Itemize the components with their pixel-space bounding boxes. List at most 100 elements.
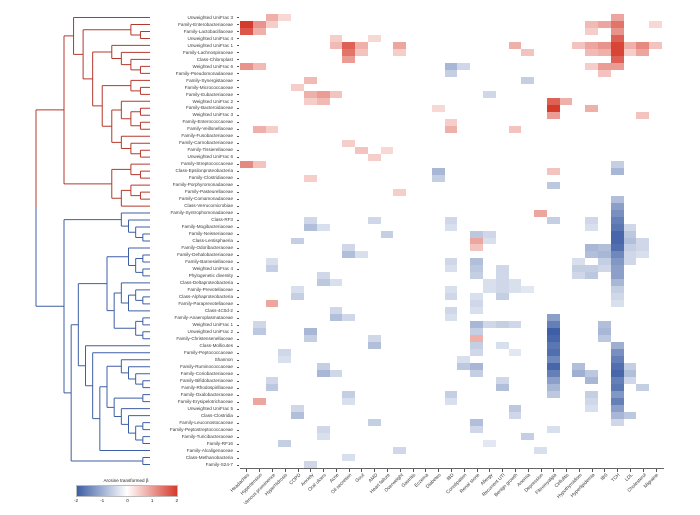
column-tick xyxy=(348,469,350,472)
heatmap-cell xyxy=(546,335,560,343)
heatmap-cell xyxy=(610,342,624,350)
heatmap-cell xyxy=(265,384,279,392)
heatmap-cell xyxy=(610,209,624,217)
row-label: Weighted UniFrac 3 xyxy=(192,112,233,118)
heatmap-cell xyxy=(546,384,560,392)
heatmap-cell xyxy=(444,223,458,231)
heatmap-cell xyxy=(546,349,560,357)
heatmap-cell xyxy=(291,405,304,413)
dendrogram-upper-cluster xyxy=(35,16,150,209)
row-label: Family-Enterobacteriaceae xyxy=(178,21,233,27)
row-tick xyxy=(236,73,239,75)
heatmap-cell xyxy=(598,265,611,273)
heatmap-cell xyxy=(431,104,445,112)
heatmap-cell xyxy=(610,62,624,70)
row-label: Family-Tissierellaceae xyxy=(187,147,233,153)
heatmap-cell xyxy=(585,265,599,273)
heatmap-cell xyxy=(342,391,356,399)
row-label: Unweighted UniFrac 3 xyxy=(187,14,233,20)
heatmap-cell xyxy=(278,356,292,364)
row-label: Family-Pseudomonadaceae xyxy=(175,70,233,76)
heatmap-cell xyxy=(470,293,483,301)
column-tick xyxy=(399,469,401,472)
column-tick xyxy=(617,469,619,472)
heatmap-cell xyxy=(610,349,624,357)
heatmap-cell xyxy=(585,27,599,35)
row-tick xyxy=(236,17,239,19)
heatmap-cell xyxy=(240,27,253,35)
row-tick xyxy=(236,359,239,361)
heatmap-cell xyxy=(585,251,599,259)
row-tick xyxy=(236,436,239,438)
heatmap-cell xyxy=(316,223,330,231)
row-label: Class-RF3 xyxy=(211,217,233,223)
heatmap-cell xyxy=(495,377,509,385)
heatmap-cell xyxy=(610,27,624,35)
row-tick xyxy=(236,45,239,47)
row-label: Family-Anaeroplasmataceae xyxy=(174,315,233,321)
heatmap-cell xyxy=(470,349,483,357)
heatmap-cell xyxy=(329,314,343,322)
heatmap-cell xyxy=(329,370,343,378)
heatmap-cell xyxy=(585,216,599,224)
heatmap-cell xyxy=(393,188,407,196)
dendrogram-lower-cluster xyxy=(35,208,150,466)
heatmap-cell xyxy=(585,20,599,28)
row-tick xyxy=(236,331,239,333)
heatmap-cell xyxy=(252,62,266,70)
heatmap-cell xyxy=(470,230,483,238)
row-label: Family-Ruminococcaceae xyxy=(180,363,233,369)
heatmap-cell xyxy=(482,440,496,448)
heatmap-cell xyxy=(278,14,292,21)
row-label: Family-Clostridiaceae xyxy=(188,175,233,181)
row-tick xyxy=(236,373,239,375)
heatmap-cell xyxy=(482,90,496,98)
colorbar-tick-label: 0 xyxy=(126,498,129,503)
column-tick xyxy=(425,469,427,472)
row-labels: Unweighted UniFrac 3 Family-Enterobacteri… xyxy=(0,0,239,472)
heatmap-cell xyxy=(444,398,458,406)
row-tick xyxy=(236,241,239,242)
heatmap-cell xyxy=(495,342,509,350)
column-tick xyxy=(310,469,312,472)
heatmap-cell xyxy=(482,321,496,329)
row-tick xyxy=(236,268,239,270)
heatmap-cell xyxy=(303,76,317,84)
heatmap-cell xyxy=(623,48,637,56)
row-tick xyxy=(236,380,239,382)
row-tick xyxy=(236,122,239,124)
heatmap-cell xyxy=(546,181,560,189)
heatmap-cell xyxy=(623,41,637,49)
row-tick xyxy=(236,443,239,445)
heatmap-cell xyxy=(598,321,611,329)
heatmap-cell xyxy=(303,335,317,343)
heatmap-cell xyxy=(636,251,650,259)
heatmap-cell xyxy=(508,125,522,133)
heatmap-cell xyxy=(585,398,599,406)
row-tick xyxy=(236,80,239,82)
heatmap-cell xyxy=(342,454,356,461)
column-tick xyxy=(297,469,299,472)
row-tick xyxy=(236,415,239,417)
heatmap-cell xyxy=(265,125,279,133)
row-tick xyxy=(236,220,239,222)
row-label: Family-Streptococcaceae xyxy=(181,161,233,167)
heatmap-cell xyxy=(508,321,522,329)
row-label: Family-Alcaligenaceae xyxy=(186,447,233,453)
heatmap-cell xyxy=(342,41,356,49)
heatmap-cell xyxy=(342,398,356,406)
heatmap-cell xyxy=(444,314,458,322)
heatmap-cell xyxy=(252,27,266,35)
heatmap-cell xyxy=(508,279,522,287)
heatmap-cell xyxy=(598,20,611,28)
heatmap-cell xyxy=(610,48,624,56)
heatmap-cell xyxy=(265,14,279,21)
heatmap-cell xyxy=(546,216,560,224)
row-tick xyxy=(236,157,239,159)
column-tick xyxy=(642,469,644,472)
column-tick xyxy=(463,469,465,472)
column-label: TCH xyxy=(611,473,622,484)
heatmap-cell xyxy=(610,216,624,224)
column-label: IBD xyxy=(446,473,456,483)
heatmap-cell xyxy=(521,76,535,84)
